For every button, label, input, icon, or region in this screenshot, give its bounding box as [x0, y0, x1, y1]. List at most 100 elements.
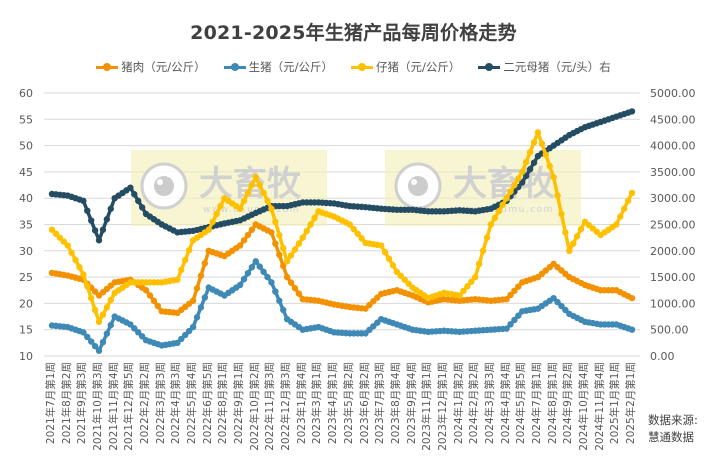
- data-point: [272, 288, 279, 295]
- y-left-tick-label: 25: [19, 271, 33, 284]
- data-point: [487, 221, 495, 228]
- data-point: [201, 294, 209, 301]
- x-tick-label: 2023年11月第1周: [421, 362, 434, 451]
- data-point: [542, 151, 549, 159]
- data-point: [499, 201, 506, 208]
- data-point: [468, 278, 475, 285]
- data-point: [276, 231, 283, 239]
- svg-text:www.dxumu.com: www.dxumu.com: [457, 205, 554, 215]
- legend-marker-icon: [223, 61, 246, 73]
- chart-title: 2021-2025年生猪产品每周价格走势: [190, 22, 517, 44]
- data-point: [280, 262, 287, 270]
- data-point: [84, 207, 91, 214]
- data-point: [193, 314, 201, 321]
- data-point: [546, 162, 553, 170]
- data-point: [146, 292, 154, 299]
- data-point: [456, 292, 463, 299]
- data-point: [287, 252, 295, 259]
- y-left-tick-label: 15: [19, 324, 33, 337]
- data-point: [620, 205, 628, 212]
- data-point: [503, 295, 510, 303]
- x-tick-label: 2023年5月第2周: [342, 362, 355, 445]
- data-point: [174, 339, 181, 347]
- x-tick-label: 2022年4月第3周: [170, 362, 183, 445]
- data-point: [558, 210, 565, 218]
- x-tick-label: 2022年5月第4周: [186, 362, 199, 445]
- x-tick-label: 2024年4月第4周: [499, 362, 512, 445]
- data-point: [511, 287, 518, 294]
- y-right-tick-label: 1500.00: [650, 271, 696, 284]
- data-point: [103, 304, 111, 311]
- data-point: [624, 197, 632, 205]
- x-tick-label: 2023年8月第4周: [389, 362, 402, 445]
- legend-item[interactable]: 仔猪（元/公斤）: [351, 59, 460, 75]
- y-left-tick-label: 50: [19, 140, 33, 153]
- x-tick-label: 2024年10月第4周: [577, 362, 590, 451]
- data-point: [377, 242, 385, 249]
- data-point: [534, 129, 542, 136]
- data-point: [570, 240, 577, 247]
- y-left-tick-label: 35: [19, 219, 33, 232]
- x-tick-label: 2024年2月第2周: [468, 362, 481, 445]
- data-point: [87, 294, 95, 302]
- data-point: [95, 237, 103, 244]
- x-tick-label: 2021年8月第2周: [60, 362, 73, 445]
- data-point: [268, 205, 275, 212]
- data-point: [515, 283, 522, 290]
- y-right-tick-label: 500.00: [650, 324, 689, 337]
- data-point: [522, 158, 530, 166]
- legend-label: 生猪（元/公斤）: [248, 60, 333, 74]
- data-point: [628, 108, 636, 115]
- data-point: [295, 240, 303, 247]
- data-point: [209, 218, 216, 226]
- data-point: [248, 181, 256, 189]
- data-point: [107, 321, 114, 329]
- data-point: [346, 221, 354, 228]
- data-point: [519, 168, 526, 176]
- y-right-tick-label: 1000.00: [650, 297, 696, 310]
- data-point: [291, 246, 299, 253]
- data-point: [550, 173, 557, 181]
- data-point: [475, 260, 483, 268]
- data-point: [358, 235, 365, 242]
- x-tick-label: 2024年3月第3周: [483, 362, 496, 445]
- data-point: [48, 226, 56, 233]
- y-right-tick-label: 2000.00: [650, 245, 696, 258]
- data-point: [213, 210, 220, 218]
- data-point: [272, 218, 279, 226]
- data-point: [507, 321, 514, 328]
- data-point: [530, 139, 538, 146]
- x-tick-label: 2022年11月第3周: [264, 362, 277, 451]
- legend-item[interactable]: 猪肉（元/公斤）: [96, 59, 206, 75]
- data-point: [107, 205, 114, 212]
- data-point: [303, 227, 310, 235]
- data-point: [562, 306, 569, 314]
- y-right-tick-label: 0.00: [650, 350, 675, 363]
- legend-marker-icon: [96, 61, 119, 73]
- data-point: [515, 175, 522, 182]
- data-point: [138, 333, 146, 340]
- data-point: [295, 290, 303, 297]
- data-point: [248, 226, 256, 233]
- data-point: [526, 148, 534, 156]
- data-point: [174, 276, 181, 283]
- data-point: [562, 229, 569, 236]
- data-point: [244, 231, 252, 239]
- x-tick-label: 2025年2月第1周: [625, 362, 637, 445]
- data-point: [127, 321, 134, 328]
- data-point: [264, 197, 271, 205]
- data-point: [264, 273, 271, 281]
- legend-item[interactable]: 二元母猪（元/头）右: [478, 59, 611, 75]
- data-point: [628, 294, 636, 302]
- data-point: [393, 268, 401, 276]
- data-point: [103, 330, 111, 337]
- svg-text:www.dxumu.com: www.dxumu.com: [203, 205, 300, 215]
- x-tick-label: 2021年7月第1周: [45, 362, 57, 445]
- legend-item[interactable]: 生猪（元/公斤）: [223, 59, 333, 75]
- data-point: [185, 246, 193, 254]
- data-point: [283, 258, 291, 265]
- data-point: [154, 302, 162, 310]
- data-point: [240, 275, 248, 283]
- data-point: [397, 272, 404, 279]
- data-point: [84, 333, 91, 341]
